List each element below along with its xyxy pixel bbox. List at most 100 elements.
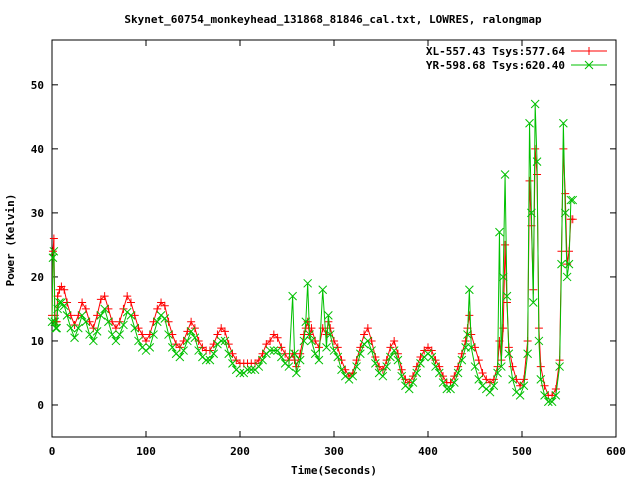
data-point	[187, 317, 196, 326]
y-tick-label: 50	[31, 79, 44, 92]
x-tick-label: 0	[49, 445, 56, 458]
data-point	[228, 359, 237, 368]
data-point	[333, 352, 343, 362]
data-point	[341, 365, 350, 374]
data-point	[501, 240, 510, 249]
data-point	[551, 391, 561, 400]
data-point	[416, 352, 425, 361]
data-point	[489, 381, 499, 391]
data-point	[496, 362, 506, 371]
data-point	[378, 371, 388, 381]
data-point	[311, 336, 320, 345]
data-point	[134, 336, 143, 346]
data-point	[85, 330, 94, 339]
data-point	[566, 195, 576, 205]
data-point	[337, 365, 346, 375]
data-point	[258, 349, 267, 358]
data-point	[167, 343, 177, 352]
data-point	[568, 195, 578, 205]
data-point	[390, 336, 399, 345]
data-point	[111, 336, 121, 346]
data-point	[314, 355, 324, 365]
x-axis-label: Time(Seconds)	[291, 464, 377, 477]
data-point	[307, 336, 316, 346]
data-point	[49, 234, 58, 243]
x-tick-label: 500	[512, 445, 532, 458]
y-tick-label: 40	[31, 143, 44, 156]
data-point	[500, 170, 510, 179]
data-point	[209, 349, 219, 359]
data-point	[412, 368, 422, 378]
data-point	[179, 346, 188, 355]
data-point	[149, 330, 158, 339]
data-point	[228, 349, 237, 358]
y-axis: 0 10 20 30 40 50	[31, 79, 616, 412]
data-point	[183, 336, 192, 346]
data-point	[89, 336, 98, 346]
data-point	[382, 362, 391, 371]
data-point	[145, 343, 155, 352]
data-point	[562, 272, 572, 282]
data-point	[416, 359, 425, 368]
x-tick-label: 300	[324, 445, 344, 458]
data-point	[427, 352, 437, 362]
data-point	[273, 346, 282, 355]
data-point	[519, 381, 529, 391]
data-point	[352, 362, 361, 371]
data-point	[53, 304, 62, 314]
y-axis-label: Power (Kelvin)	[4, 194, 17, 287]
x-tick-label: 100	[136, 445, 156, 458]
data-point	[532, 157, 542, 167]
data-point	[130, 323, 140, 333]
data-point	[52, 323, 62, 333]
data-point	[81, 317, 91, 327]
data-point	[564, 259, 574, 269]
data-point	[130, 311, 139, 320]
data-point	[160, 301, 169, 310]
data-point	[508, 375, 517, 384]
data-point	[273, 333, 282, 342]
series-layer	[47, 99, 578, 407]
data-point	[424, 343, 432, 352]
data-point	[560, 208, 570, 218]
data-point	[495, 227, 504, 237]
data-point	[284, 362, 294, 371]
data-point	[224, 349, 234, 359]
data-point	[160, 314, 170, 323]
data-point	[115, 330, 125, 339]
data-point	[266, 336, 275, 345]
data-point	[292, 368, 301, 378]
data-point	[525, 118, 534, 128]
series-line	[51, 148, 573, 396]
data-point	[527, 208, 536, 218]
data-point	[310, 349, 320, 359]
data-point	[540, 391, 549, 400]
data-point	[288, 291, 297, 301]
data-point	[404, 384, 414, 394]
data-point	[123, 292, 132, 301]
data-point	[442, 384, 452, 394]
data-point	[355, 349, 365, 359]
data-point	[329, 346, 339, 355]
data-point	[397, 365, 406, 374]
data-point	[446, 384, 455, 394]
data-point	[290, 349, 299, 359]
y-tick-label: 0	[37, 399, 44, 412]
data-point	[85, 317, 94, 326]
data-point	[96, 310, 106, 320]
data-point	[367, 346, 376, 355]
x-tick-label: 400	[418, 445, 438, 458]
data-point	[470, 362, 480, 371]
y-tick-label: 10	[31, 335, 44, 348]
data-point	[463, 330, 472, 339]
data-point	[269, 346, 279, 355]
data-point	[485, 387, 495, 397]
data-point	[466, 343, 476, 352]
data-point	[508, 362, 517, 371]
data-point	[515, 391, 525, 400]
data-point	[220, 336, 230, 346]
data-point	[254, 356, 263, 365]
data-point	[66, 323, 76, 333]
